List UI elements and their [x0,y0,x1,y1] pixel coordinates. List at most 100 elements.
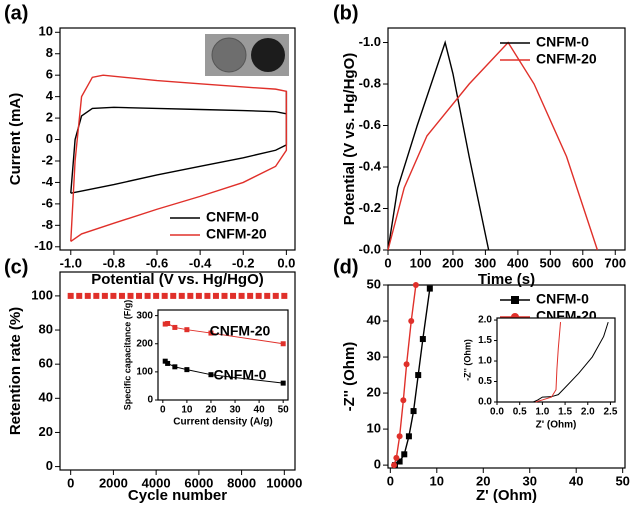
x-tick-label: 2.5 [604,407,618,418]
y-tick-label: -2 [41,152,53,167]
x-axis-label: Current density (A/g) [173,417,272,428]
marker [396,433,403,440]
y-tick-label: -0.4 [359,158,382,173]
annotation: CNFM-20 [210,323,271,339]
x-tick-label: 600 [572,256,594,271]
x-tick-label: 0 [387,474,394,489]
marker [165,321,171,326]
y-axis-label: Specific capacitance (F/g) [122,300,132,411]
y-axis-label: Potential (V vs. Hg/HgO) [341,53,358,226]
y-tick-label: -4 [41,174,53,189]
marker [165,360,171,366]
series-line [533,321,609,403]
marker [393,454,400,461]
x-tick-label: 6000 [184,476,213,491]
marker [187,292,194,299]
y-tick-label: 60 [39,356,53,371]
x-tick-label: 10000 [266,476,302,491]
y-tick-label: 10 [367,421,381,436]
annotation: CNFM-0 [214,367,267,383]
plot-frame [387,284,626,469]
y-tick-label: 8 [46,45,53,60]
x-axis-label: Z' (Ohm) [476,487,537,504]
marker [230,292,237,299]
x-tick-label: 50 [615,474,629,489]
y-tick-label: 0 [147,395,153,406]
y-tick-label: 40 [39,390,53,405]
x-axis-label: Time (s) [478,271,535,288]
legend-label: CNFM-20 [206,226,267,242]
x-tick-label: -0.8 [103,256,125,271]
panel-label: (b) [333,2,359,24]
x-tick-label: 10 [430,474,444,489]
marker [247,292,254,299]
x-tick-label: 200 [442,256,464,271]
series-line [70,74,288,242]
series-line [387,40,490,251]
x-tick-label: -0.6 [146,256,168,271]
x-tick-label: -1.0 [60,256,82,271]
x-tick-label: 8000 [227,476,256,491]
x-tick-label: 40 [254,405,266,416]
x-tick-label: 500 [539,256,561,271]
marker [415,372,422,379]
y-tick-label: 0.5 [478,376,492,387]
y-tick-label: 50 [367,276,381,291]
marker [127,292,134,299]
marker [118,292,125,299]
x-tick-label: 0 [384,256,391,271]
x-tick-label: 0.5 [513,407,527,418]
y-tick-label: -8 [41,217,53,232]
marker [212,292,219,299]
marker [408,318,415,325]
y-tick-label: 40 [367,312,381,327]
x-axis-label: Potential (V vs. Hg/HgO) [91,271,264,288]
marker [172,364,178,370]
y-tick-label: 4 [46,88,54,103]
y-tick-label: 0 [374,457,381,472]
marker [161,292,168,299]
y-tick-label: 6 [46,67,53,82]
marker [281,292,288,299]
x-tick-label: 0 [160,405,166,416]
marker [238,292,245,299]
x-tick-label: 10 [181,405,193,416]
panel-label: (a) [4,2,28,24]
marker [208,330,214,336]
marker [412,282,419,288]
y-tick-label: -10 [34,238,53,253]
x-tick-label: 0.0 [277,256,295,271]
plot-frame [496,317,616,403]
legend-label: CNFM-0 [206,209,259,225]
x-tick-label: -0.2 [232,256,254,271]
plot-frame [59,27,296,251]
y-tick-label: -0.2 [359,200,381,215]
panel-label: (c) [4,256,28,278]
series-line [387,41,599,251]
x-tick-label: 1.5 [558,407,572,418]
y-tick-label: 200 [136,338,153,349]
marker [400,397,407,404]
x-tick-label: 2000 [99,476,128,491]
x-axis-label: Z' (Ohm) [536,420,577,431]
legend-marker [511,296,519,304]
marker [419,336,426,343]
marker [280,380,286,386]
x-tick-label: 0 [67,476,74,491]
y-tick-label: 300 [136,310,153,321]
y-tick-label: 100 [31,287,53,302]
y-tick-label: 20 [39,424,53,439]
x-tick-label: 4000 [142,476,171,491]
marker [403,361,410,368]
y-tick-label: 0 [46,458,53,473]
y-axis-label: -Z'' (Ohm) [462,339,472,381]
marker [110,292,117,299]
legend-label: CNFM-0 [536,291,589,307]
marker [67,292,74,299]
inset-background [158,310,288,400]
x-tick-label: -0.4 [189,256,212,271]
marker [401,451,408,458]
x-axis-label: Cycle number [128,487,227,504]
